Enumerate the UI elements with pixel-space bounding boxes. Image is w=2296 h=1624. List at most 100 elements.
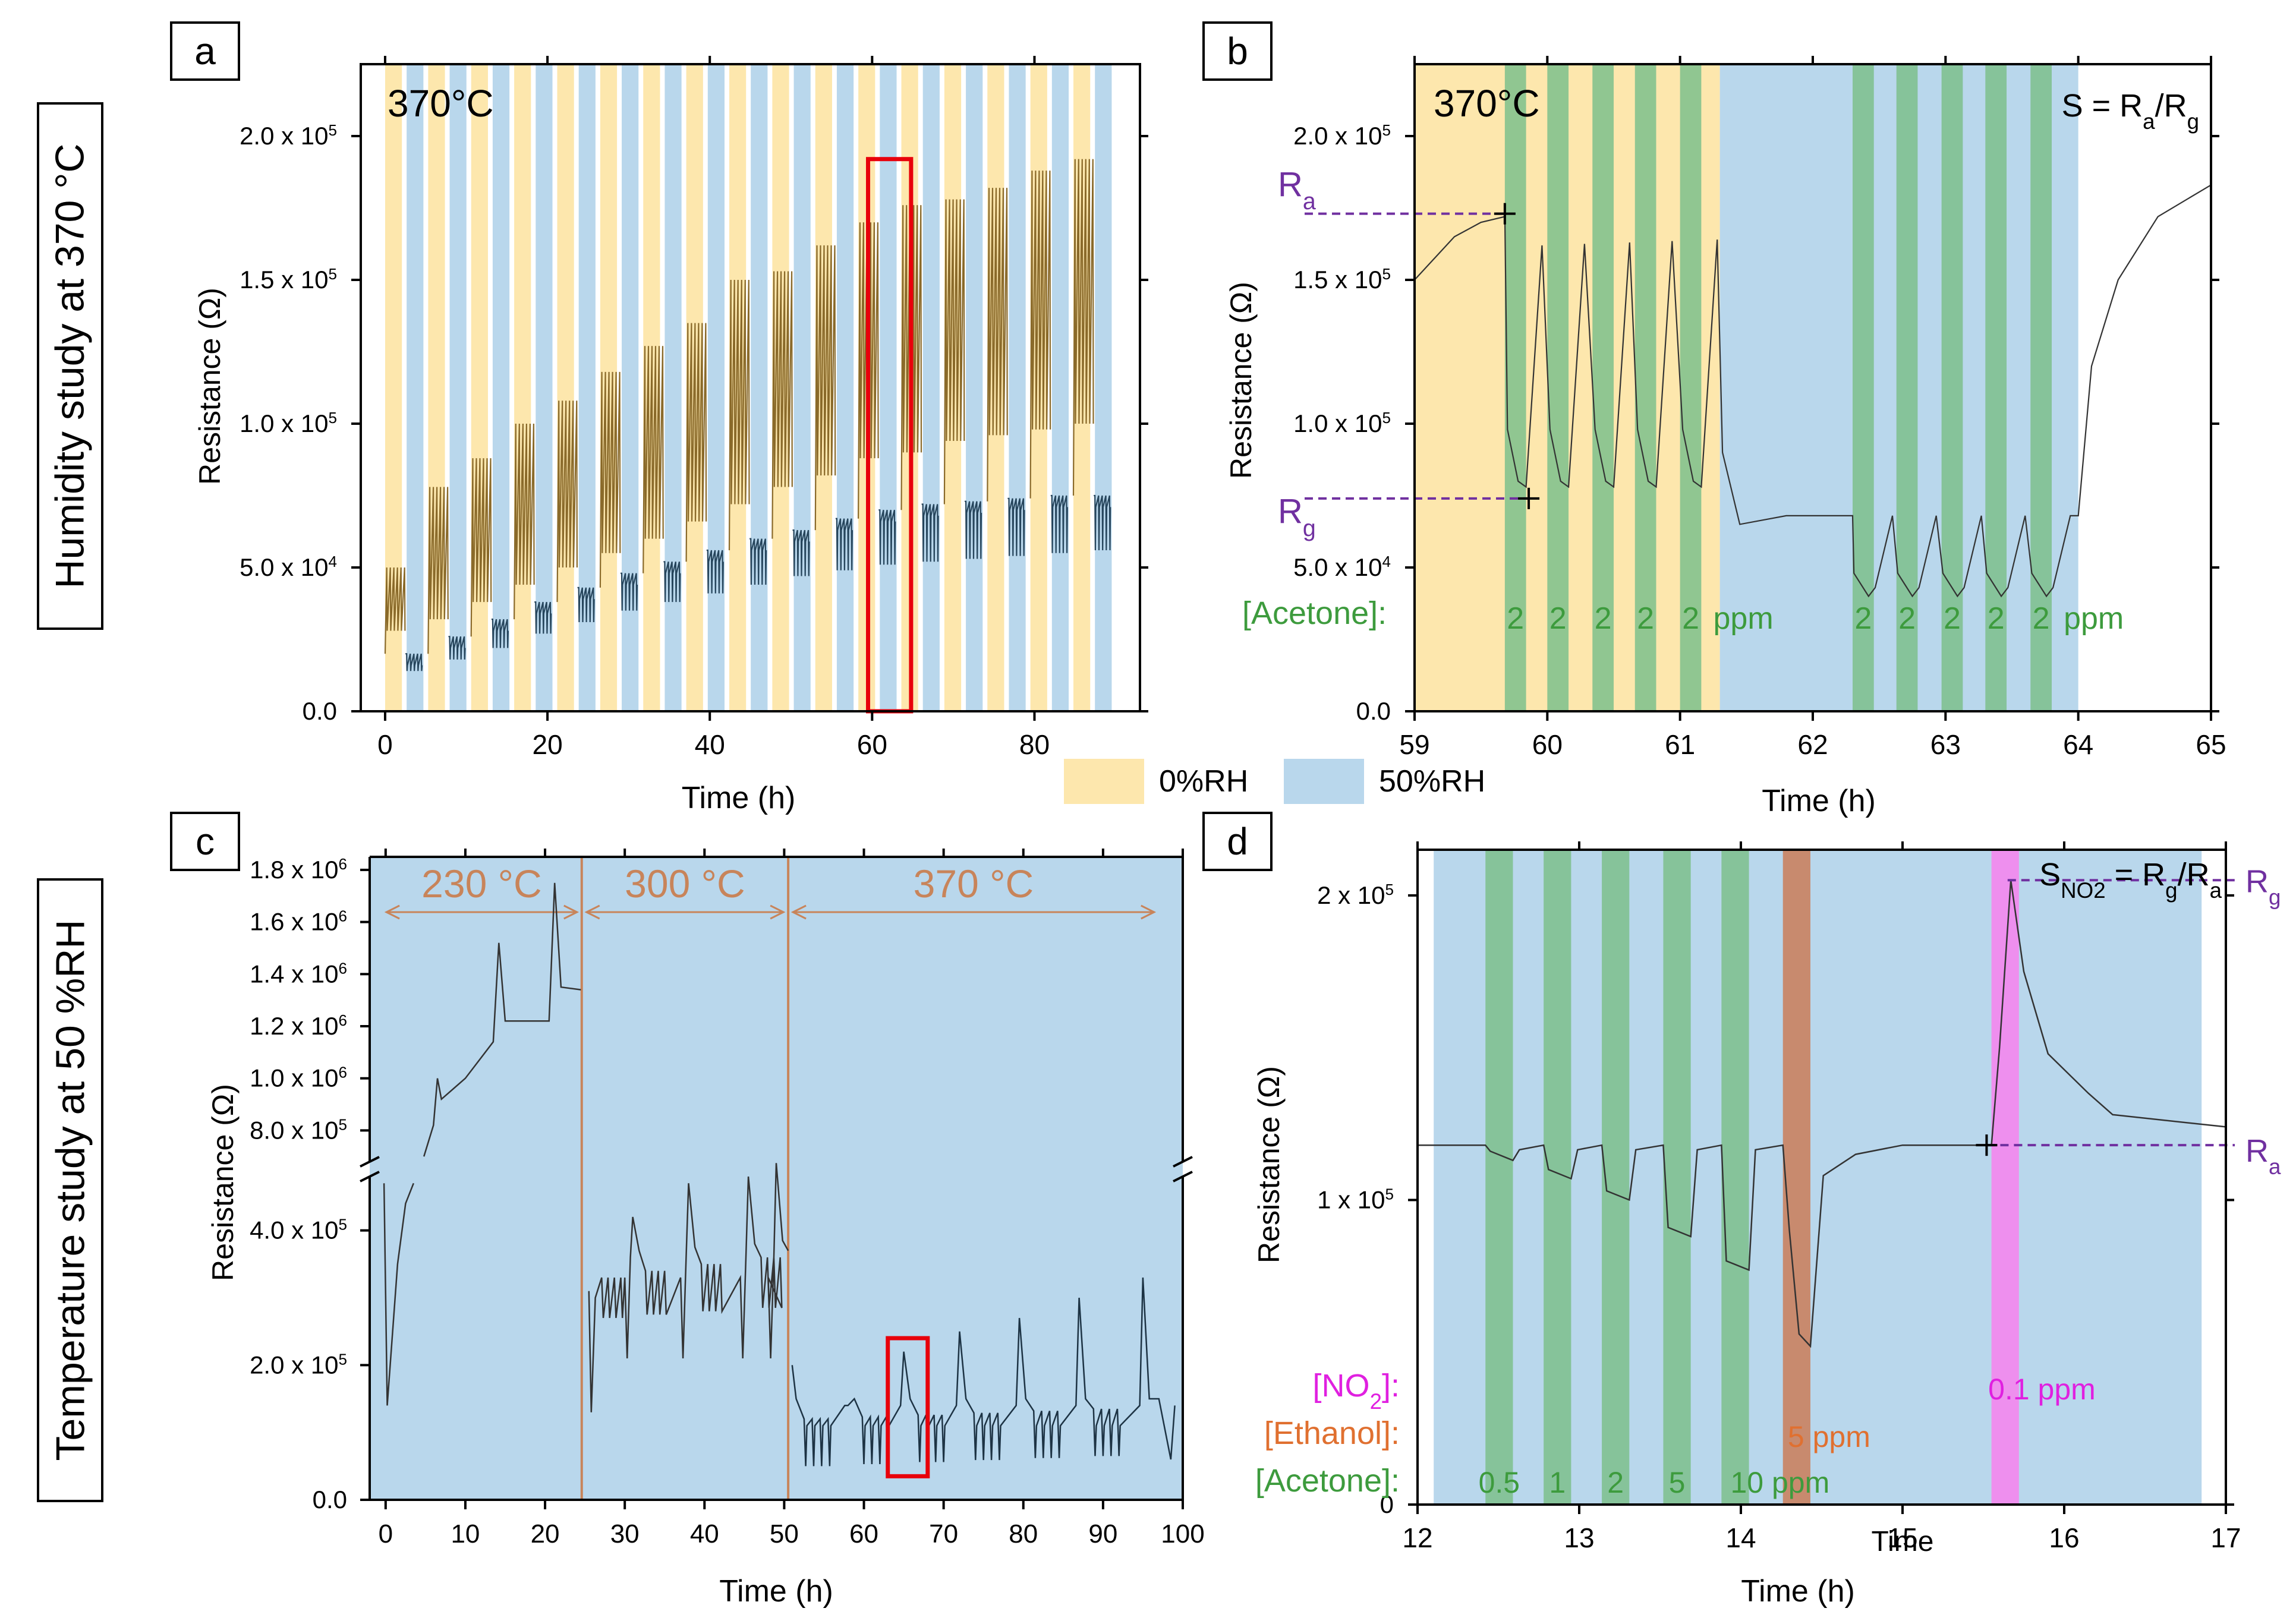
tspan: 2.0 x 10 [1293, 122, 1382, 150]
x-tick-label: 61 [1665, 729, 1695, 760]
acetone-conc-label: 2 [2033, 601, 2050, 636]
wet-band [1051, 64, 1069, 711]
arrow-head-left [384, 904, 400, 920]
acetone-pulse [1941, 64, 1963, 711]
y-tick-label: 1.5 x 105 [240, 265, 337, 294]
tspan: 0.0 [313, 1486, 347, 1513]
x-tick-label: 80 [1019, 729, 1050, 760]
x-tick-label: 14 [1725, 1522, 1756, 1553]
wet-band [880, 64, 897, 711]
side-label-humidity: Humidity study at 370 °C [37, 102, 103, 630]
acetone-conc-label: 2 [1595, 601, 1612, 636]
acetone-conc-label: 0.5 [1479, 1466, 1520, 1499]
dry-response-trace [771, 271, 793, 539]
tspan: a [2143, 109, 2155, 134]
inner-x-label: Time [1872, 1526, 1934, 1557]
legend-swatch-dry [1064, 759, 1144, 804]
y-tick-label: 0.0 [313, 1486, 347, 1513]
acetone-pulse [1985, 64, 2007, 711]
wet-response-trace [706, 549, 724, 594]
panel-letter-d: d [1202, 812, 1273, 871]
tspan: g [2165, 878, 2177, 903]
wet-band [492, 64, 510, 711]
tspan: 5 [339, 1350, 347, 1368]
tspan: 1.6 x 10 [250, 908, 338, 936]
y-tick-label: 5.0 x 104 [240, 553, 337, 581]
acetone-conc-label: 2 [1607, 1466, 1624, 1499]
legend-label-dry: 0%RH [1159, 764, 1249, 799]
tspan: 5 [329, 265, 337, 283]
tspan: 5 [329, 121, 337, 139]
x-tick-label: 65 [2196, 729, 2226, 760]
wet-response-trace [534, 601, 552, 634]
dry-band [514, 64, 531, 711]
trace-230-upper [423, 882, 581, 1157]
resistance-trace [1418, 880, 2226, 1348]
sensitivity-formula: S = Ra/Rg [2062, 88, 2199, 134]
y-tick-label: 1.4 x 106 [250, 959, 347, 988]
ra-label: Ra [1278, 165, 1316, 215]
dry-response-trace [987, 188, 1008, 502]
tspan: g [2187, 109, 2199, 134]
tspan: a [2269, 1155, 2281, 1179]
acetone-row-label: [Acetone]: [1242, 595, 1387, 631]
resistance-trace [1414, 184, 2212, 598]
x-tick-label: 80 [1009, 1519, 1038, 1549]
tspan: 0.0 [1356, 697, 1391, 725]
dry-response-trace [642, 346, 664, 573]
x-tick-label: 20 [533, 729, 563, 760]
highlight-box [886, 1336, 930, 1478]
acetone-conc-label: 2 [1854, 601, 1872, 636]
legend-swatch-wet [1284, 759, 1364, 804]
wet-band [966, 64, 983, 711]
tspan: 1.8 x 10 [250, 856, 338, 884]
tspan: 5 [1382, 121, 1391, 139]
panel-d-frame [1416, 849, 2227, 1506]
wet-response-trace [491, 619, 509, 648]
x-tick-label: 17 [2210, 1522, 2241, 1553]
tspan: 0 [1380, 1490, 1394, 1518]
x-tick-label: 64 [2063, 729, 2093, 760]
axis-break-mark [360, 1171, 380, 1182]
tspan: 5.0 x 10 [1293, 553, 1382, 581]
ra-label: Ra [2245, 1133, 2281, 1179]
ethanol-pulse [1782, 850, 1810, 1505]
tspan: 4 [1382, 553, 1391, 570]
y-tick-label: 2.0 x 105 [240, 121, 337, 150]
dry-response-trace [599, 371, 621, 588]
wet-response-trace [405, 653, 423, 671]
panel-a-frame [360, 63, 1141, 712]
tspan: 1.4 x 10 [250, 960, 338, 988]
tspan: 4 [329, 553, 337, 570]
dry-response-trace [685, 323, 707, 562]
acetone-conc-label: 2 [1549, 601, 1567, 636]
tspan: 5 [339, 1216, 347, 1234]
tspan: R [2245, 1133, 2269, 1169]
y-axis-label: Resistance (Ω) [193, 288, 226, 485]
y-tick-label: 2 x 105 [1317, 881, 1394, 909]
tspan: S [2039, 857, 2061, 893]
wet-response-trace [792, 529, 810, 576]
tspan: 5 [329, 409, 337, 427]
wet-response-trace [835, 518, 853, 570]
tspan: R [1278, 165, 1303, 204]
y-tick-label: 5.0 x 104 [1293, 553, 1391, 581]
x-tick-label: 60 [1532, 729, 1563, 760]
acetone-pulse [1485, 850, 1513, 1505]
wet-band [707, 64, 725, 711]
dry-response-trace [943, 199, 965, 504]
acetone-pulse [1663, 850, 1691, 1505]
acetone-conc-label: 2 [1682, 601, 1699, 636]
tspan: g [2269, 885, 2281, 909]
x-tick-label: 70 [929, 1519, 958, 1549]
wet-response-trace [878, 509, 896, 565]
wet-response-trace [1094, 494, 1111, 551]
x-tick-label: 59 [1399, 729, 1429, 760]
temperature-label: 230 °C [421, 862, 542, 906]
arrow-head-left [584, 904, 600, 920]
wet-band [407, 64, 424, 711]
tspan: 1.0 x 10 [240, 409, 328, 437]
